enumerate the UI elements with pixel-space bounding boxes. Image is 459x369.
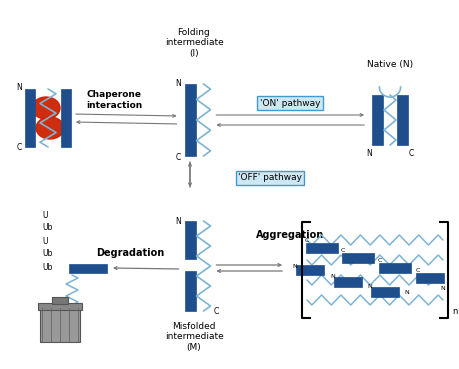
Text: N: N — [293, 263, 297, 269]
Bar — [52, 297, 68, 304]
Text: C: C — [17, 144, 22, 152]
Bar — [416, 273, 444, 283]
Text: Folding
intermediate
(I): Folding intermediate (I) — [165, 28, 224, 58]
Bar — [69, 263, 107, 272]
Text: C: C — [305, 238, 309, 242]
Text: Aggregation: Aggregation — [256, 230, 324, 240]
Text: Native (N): Native (N) — [367, 60, 413, 69]
Text: C: C — [416, 268, 420, 272]
Bar — [306, 243, 338, 253]
Bar — [40, 307, 80, 342]
Bar — [185, 271, 196, 311]
Bar — [296, 265, 324, 275]
Bar — [61, 89, 71, 147]
Text: N: N — [441, 286, 445, 290]
Bar — [25, 89, 35, 147]
Text: Ub: Ub — [42, 262, 52, 272]
Bar — [185, 84, 196, 156]
Text: U: U — [42, 237, 47, 245]
Bar — [379, 263, 411, 273]
Bar — [38, 303, 82, 310]
Ellipse shape — [36, 117, 64, 139]
Text: Chaperone
interaction: Chaperone interaction — [86, 90, 142, 110]
Text: N: N — [176, 217, 181, 225]
Text: C: C — [341, 248, 345, 252]
Text: N: N — [16, 83, 22, 93]
Text: N: N — [175, 79, 180, 87]
Text: C: C — [409, 149, 414, 158]
Bar — [372, 95, 383, 145]
Text: C: C — [175, 152, 180, 162]
Text: U: U — [42, 210, 47, 220]
Text: N: N — [330, 273, 336, 279]
Text: N: N — [366, 149, 372, 158]
Text: 'OFF' pathway: 'OFF' pathway — [238, 173, 302, 183]
Text: N: N — [368, 283, 372, 289]
Text: Ub: Ub — [42, 249, 52, 259]
Text: Degradation: Degradation — [96, 248, 164, 258]
Ellipse shape — [32, 97, 60, 119]
Bar — [342, 253, 374, 263]
Bar — [334, 277, 362, 287]
Bar — [397, 95, 408, 145]
Text: Misfolded
intermediate
(M): Misfolded intermediate (M) — [165, 322, 224, 352]
Text: Ub: Ub — [42, 224, 52, 232]
Text: C: C — [378, 258, 382, 262]
Text: C: C — [213, 307, 219, 315]
Text: N: N — [405, 290, 409, 294]
Bar — [185, 221, 196, 259]
Text: n: n — [452, 307, 457, 316]
Text: 'ON' pathway: 'ON' pathway — [260, 99, 320, 107]
Bar — [371, 287, 399, 297]
